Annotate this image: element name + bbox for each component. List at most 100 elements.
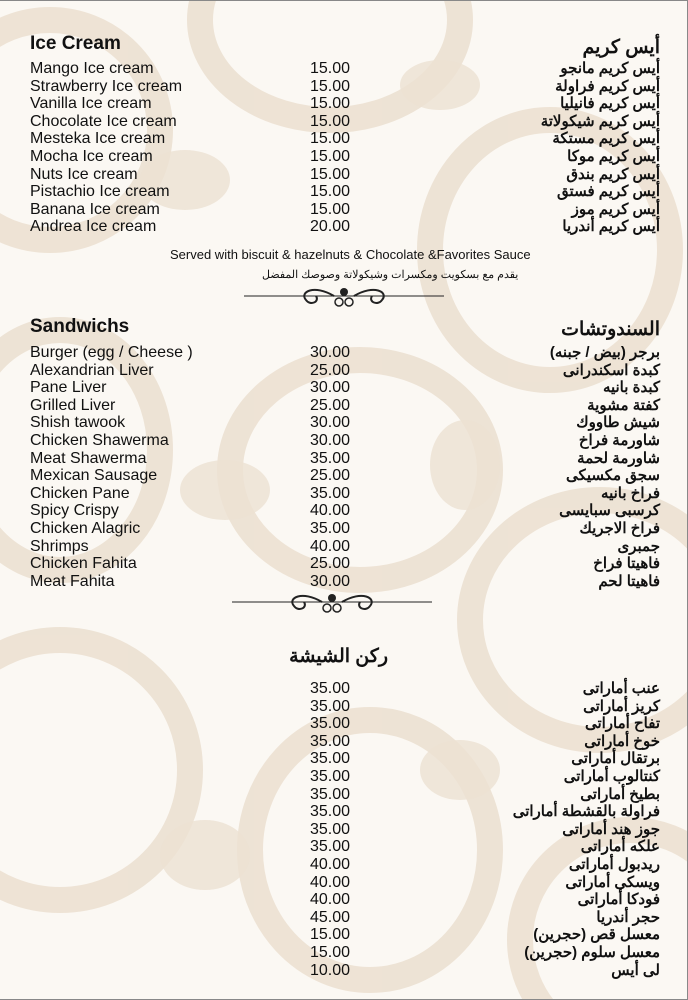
item-name-ar: أيس كريم مانجو	[560, 60, 660, 77]
menu-item: 35.00 علكه أماراتى	[0, 838, 688, 856]
menu-item: Andrea Ice cream 20.00 أيس كريم أندريا	[0, 218, 688, 236]
menu-item: Pane Liver 30.00 كبدة بانيه	[0, 379, 688, 397]
menu-item: 35.00 خوخ أماراتى	[0, 733, 688, 751]
menu-item: Chocolate Ice cream 15.00 أيس كريم شيكولات…	[0, 113, 688, 131]
menu-item: 10.00 لى أيس	[0, 962, 688, 980]
item-price: 15.00	[310, 147, 351, 165]
menu-item: 45.00 حجر أندريا	[0, 909, 688, 927]
item-price: 30.00	[310, 379, 351, 397]
item-name-en: Shrimps	[30, 537, 89, 555]
menu-item: Meat Fahita 30.00 فاهيتا لحم	[0, 573, 688, 591]
item-price: 30.00	[310, 344, 351, 361]
item-price: 40.00	[310, 502, 351, 520]
item-name-en: Burger (egg / Cheese )	[30, 344, 193, 361]
menu-item: 40.00 ويسكى أماراتى	[0, 874, 688, 892]
item-price: 35.00	[310, 715, 351, 733]
item-name-en: Chicken Fahita	[30, 555, 137, 573]
item-price: 35.00	[310, 697, 351, 715]
menu-item: Meat Shawerma 35.00 شاورمة لحمة	[0, 450, 688, 468]
item-name-en: Chicken Alagric	[30, 519, 141, 537]
item-name-ar: فاهيتا فراخ	[593, 555, 660, 573]
item-price: 15.00	[310, 77, 351, 95]
item-name-ar: سجق مكسيكى	[566, 467, 660, 485]
item-name-ar: كبدة بانيه	[602, 379, 660, 397]
item-price: 35.00	[310, 750, 351, 768]
ornament-divider	[232, 594, 432, 613]
menu-item: Shish tawook 30.00 شيش طاووك	[0, 414, 688, 432]
menu-item: Pistachio Ice cream 15.00 أيس كريم فستق	[0, 183, 688, 201]
ice-cream-list: Mango Ice cream 15.00 أيس كريم مانجو Strawb…	[0, 60, 688, 236]
menu-item: Banana Ice cream 15.00 أيس كريم موز	[0, 201, 688, 219]
menu-item: 35.00 تفاح أماراتى	[0, 715, 688, 733]
item-name-en: Mesteka Ice cream	[30, 130, 166, 148]
item-name-ar: أيس كريم موكا	[567, 147, 660, 165]
item-price: 15.00	[310, 183, 351, 201]
item-name-ar: تفاح أماراتى	[584, 715, 660, 733]
item-name-ar: شاورمة فراخ	[578, 431, 660, 449]
item-price: 45.00	[310, 908, 351, 926]
item-price: 35.00	[310, 820, 351, 838]
item-name-ar: أيس كريم مستكة	[552, 130, 660, 148]
menu-item: Shrimps 40.00 جمبرى	[0, 538, 688, 556]
menu-item: Spicy Crispy 40.00 كرسبى سبايسى	[0, 502, 688, 520]
menu-item: 35.00 عنب أماراتى	[0, 680, 688, 698]
menu-item: Vanilla Ice cream 15.00 أيس كريم فانيليا	[0, 95, 688, 113]
item-price: 35.00	[310, 449, 351, 467]
item-price: 35.00	[310, 838, 351, 856]
menu-item: 35.00 برتقال أماراتى	[0, 750, 688, 768]
item-name-en: Nuts Ice cream	[30, 165, 138, 183]
item-price: 10.00	[310, 961, 351, 979]
item-name-en: Alexandrian Liver	[30, 361, 154, 379]
item-price: 15.00	[310, 165, 351, 183]
ice-cream-title-ar: أيس كريم	[582, 37, 660, 58]
item-name-ar: شيش طاووك	[576, 414, 660, 432]
menu-item: 40.00 ريدبول أماراتى	[0, 856, 688, 874]
sandwiches-title-ar: السندوتشات	[561, 319, 660, 340]
item-price: 35.00	[310, 767, 351, 785]
item-price: 25.00	[310, 555, 351, 573]
item-price: 40.00	[310, 891, 351, 909]
menu-item: Chicken Fahita 25.00 فاهيتا فراخ	[0, 555, 688, 573]
sandwiches-list: Burger (egg / Cheese ) 30.00 برجر (بيض / ج…	[0, 344, 688, 590]
menu-item: 35.00 كنتالوب أماراتى	[0, 768, 688, 786]
item-price: 40.00	[310, 537, 351, 555]
item-name-en: Andrea Ice cream	[30, 218, 157, 236]
menu-item: Chicken Pane 35.00 فراخ بانيه	[0, 485, 688, 503]
item-price: 20.00	[310, 218, 351, 236]
menu-item: Mango Ice cream 15.00 أيس كريم مانجو	[0, 60, 688, 78]
item-price: 25.00	[310, 467, 351, 485]
item-price: 35.00	[310, 519, 351, 537]
item-name-ar: أيس كريم بندق	[566, 165, 660, 183]
item-price: 30.00	[310, 414, 351, 432]
item-price: 40.00	[310, 873, 351, 891]
item-name-ar: فراخ بانيه	[601, 484, 660, 502]
item-price: 15.00	[310, 926, 351, 944]
item-name-en: Mexican Sausage	[30, 467, 158, 485]
menu-item: 40.00 فودكا أماراتى	[0, 891, 688, 909]
item-name-en: Chicken Pane	[30, 484, 130, 502]
item-price: 15.00	[310, 200, 351, 218]
item-name-en: Mango Ice cream	[30, 60, 154, 77]
ice-cream-note-ar: يقدم مع بسكويت ومكسرات وشيكولاتة وصوصك ا…	[262, 269, 519, 281]
item-name-ar: جوز هند أماراتى	[562, 820, 660, 838]
menu-item: Grilled Liver 25.00 كفتة مشوية	[0, 397, 688, 415]
item-name-ar: أيس كريم شيكولاتة	[540, 112, 660, 130]
item-name-en: Mocha Ice cream	[30, 147, 153, 165]
item-name-ar: بطيخ أماراتى	[580, 785, 660, 803]
item-name-ar: برجر (بيض / جبنه)	[549, 344, 660, 361]
item-name-ar: معسل سلوم (حجرين)	[524, 943, 660, 961]
item-name-ar: أيس كريم أندريا	[562, 218, 660, 236]
item-price: 35.00	[310, 732, 351, 750]
item-name-en: Grilled Liver	[30, 396, 116, 414]
item-name-ar: كنتالوب أماراتى	[563, 767, 660, 785]
item-name-ar: أيس كريم موز	[571, 200, 660, 218]
shisha-list: 35.00 عنب أماراتى 35.00 كريز أماراتى 35.00 تف…	[0, 680, 688, 979]
ornament-divider	[244, 288, 444, 307]
item-name-en: Chocolate Ice cream	[30, 112, 177, 130]
menu-item: Strawberry Ice cream 15.00 أيس كريم فراولة	[0, 78, 688, 96]
item-name-ar: لى أيس	[611, 961, 660, 979]
item-price: 40.00	[310, 855, 351, 873]
item-name-ar: كبدة اسكندرانى	[562, 361, 660, 379]
item-name-ar: أيس كريم فستق	[557, 183, 660, 201]
item-price: 35.00	[310, 680, 351, 697]
